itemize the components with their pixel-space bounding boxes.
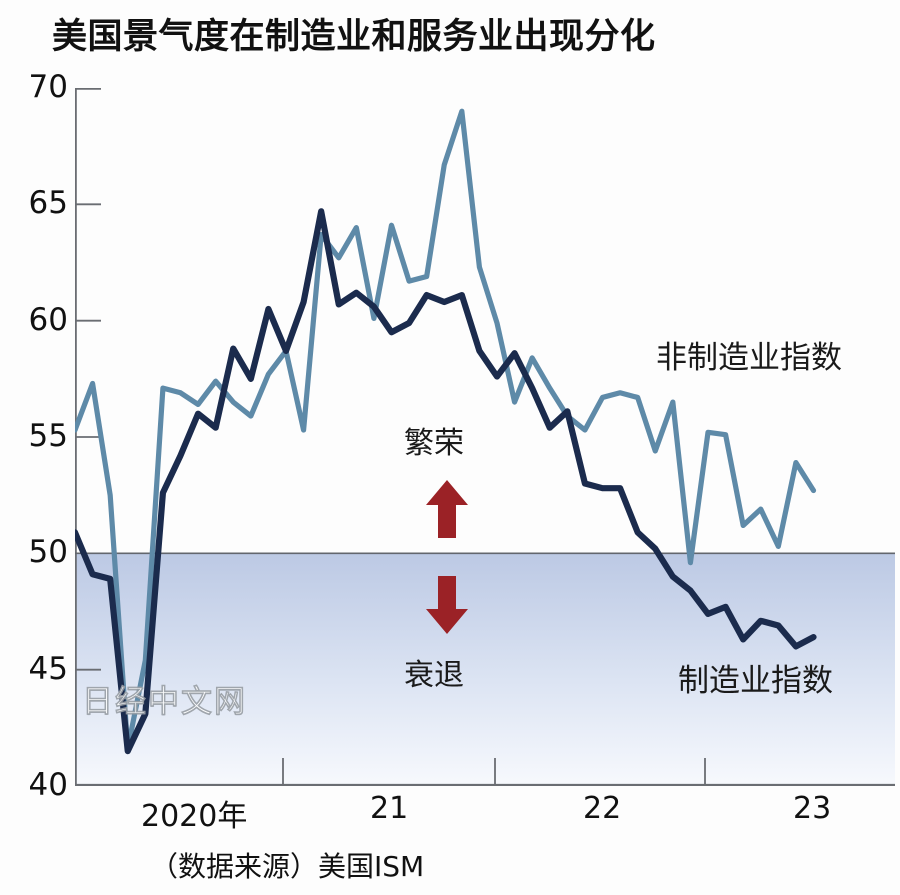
y-tick-40: 40	[28, 766, 68, 803]
y-tick-70: 70	[28, 69, 68, 105]
watermark: 日经中文网	[81, 683, 247, 721]
x-axis-labels: 2020年 21 22 23	[75, 789, 895, 837]
annotation-boom: 繁荣	[404, 426, 464, 461]
x-tick-23: 23	[793, 791, 832, 826]
series-line-manufacturing	[75, 208, 817, 755]
plot-area	[75, 88, 895, 786]
arrow-up-icon	[426, 480, 468, 538]
source-note: （数据来源）美国ISM	[150, 850, 425, 883]
annotation-bust: 衰退	[404, 658, 464, 693]
x-tick-22: 22	[583, 791, 622, 826]
series-group	[75, 108, 817, 755]
x-tick-2020: 2020年	[141, 799, 248, 834]
y-tick-60: 60	[28, 301, 68, 338]
arrow-down-icon	[426, 576, 468, 634]
y-axis-labels: 70 65 60 55 50 45 40	[0, 72, 68, 801]
y-tick-65: 65	[28, 185, 68, 222]
y-tick-55: 55	[28, 417, 68, 454]
contraction-band	[75, 553, 895, 786]
chart-svg	[75, 88, 895, 786]
y-tick-45: 45	[28, 650, 68, 687]
x-tick-21: 21	[370, 791, 409, 826]
y-tick-50: 50	[28, 534, 68, 571]
label-non-manufacturing-index: 非制造业指数	[656, 340, 842, 376]
series-line-non-manufacturing	[75, 108, 817, 752]
label-manufacturing-index: 制造业指数	[678, 663, 833, 699]
page-title: 美国景气度在制造业和服务业出现分化	[52, 17, 656, 57]
